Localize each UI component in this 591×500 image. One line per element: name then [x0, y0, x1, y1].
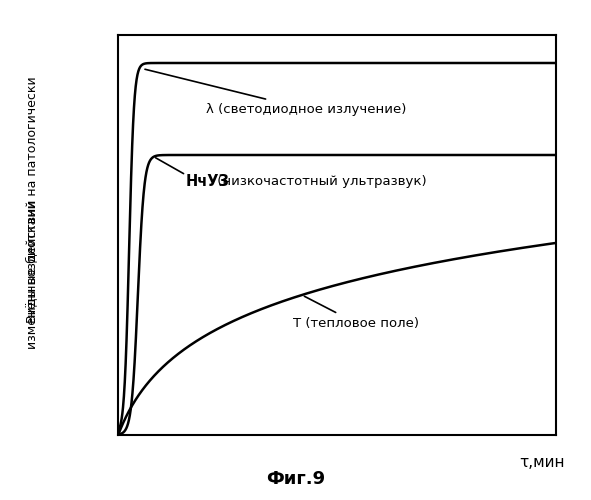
Text: Т (тепловое поле): Т (тепловое поле)	[293, 296, 419, 330]
Text: Виды воздействий на патологически: Виды воздействий на патологически	[26, 76, 39, 324]
Text: τ,мин: τ,мин	[519, 455, 564, 470]
Text: НчУЗ: НчУЗ	[186, 174, 230, 188]
Text: (низкочастотный ультразвук): (низкочастотный ультразвук)	[213, 174, 427, 188]
Text: Фиг.9: Фиг.9	[266, 470, 325, 488]
Text: λ (светодиодное излучение): λ (светодиодное излучение)	[145, 69, 406, 116]
Text: изменённые биоткани: изменённые биоткани	[26, 200, 39, 350]
